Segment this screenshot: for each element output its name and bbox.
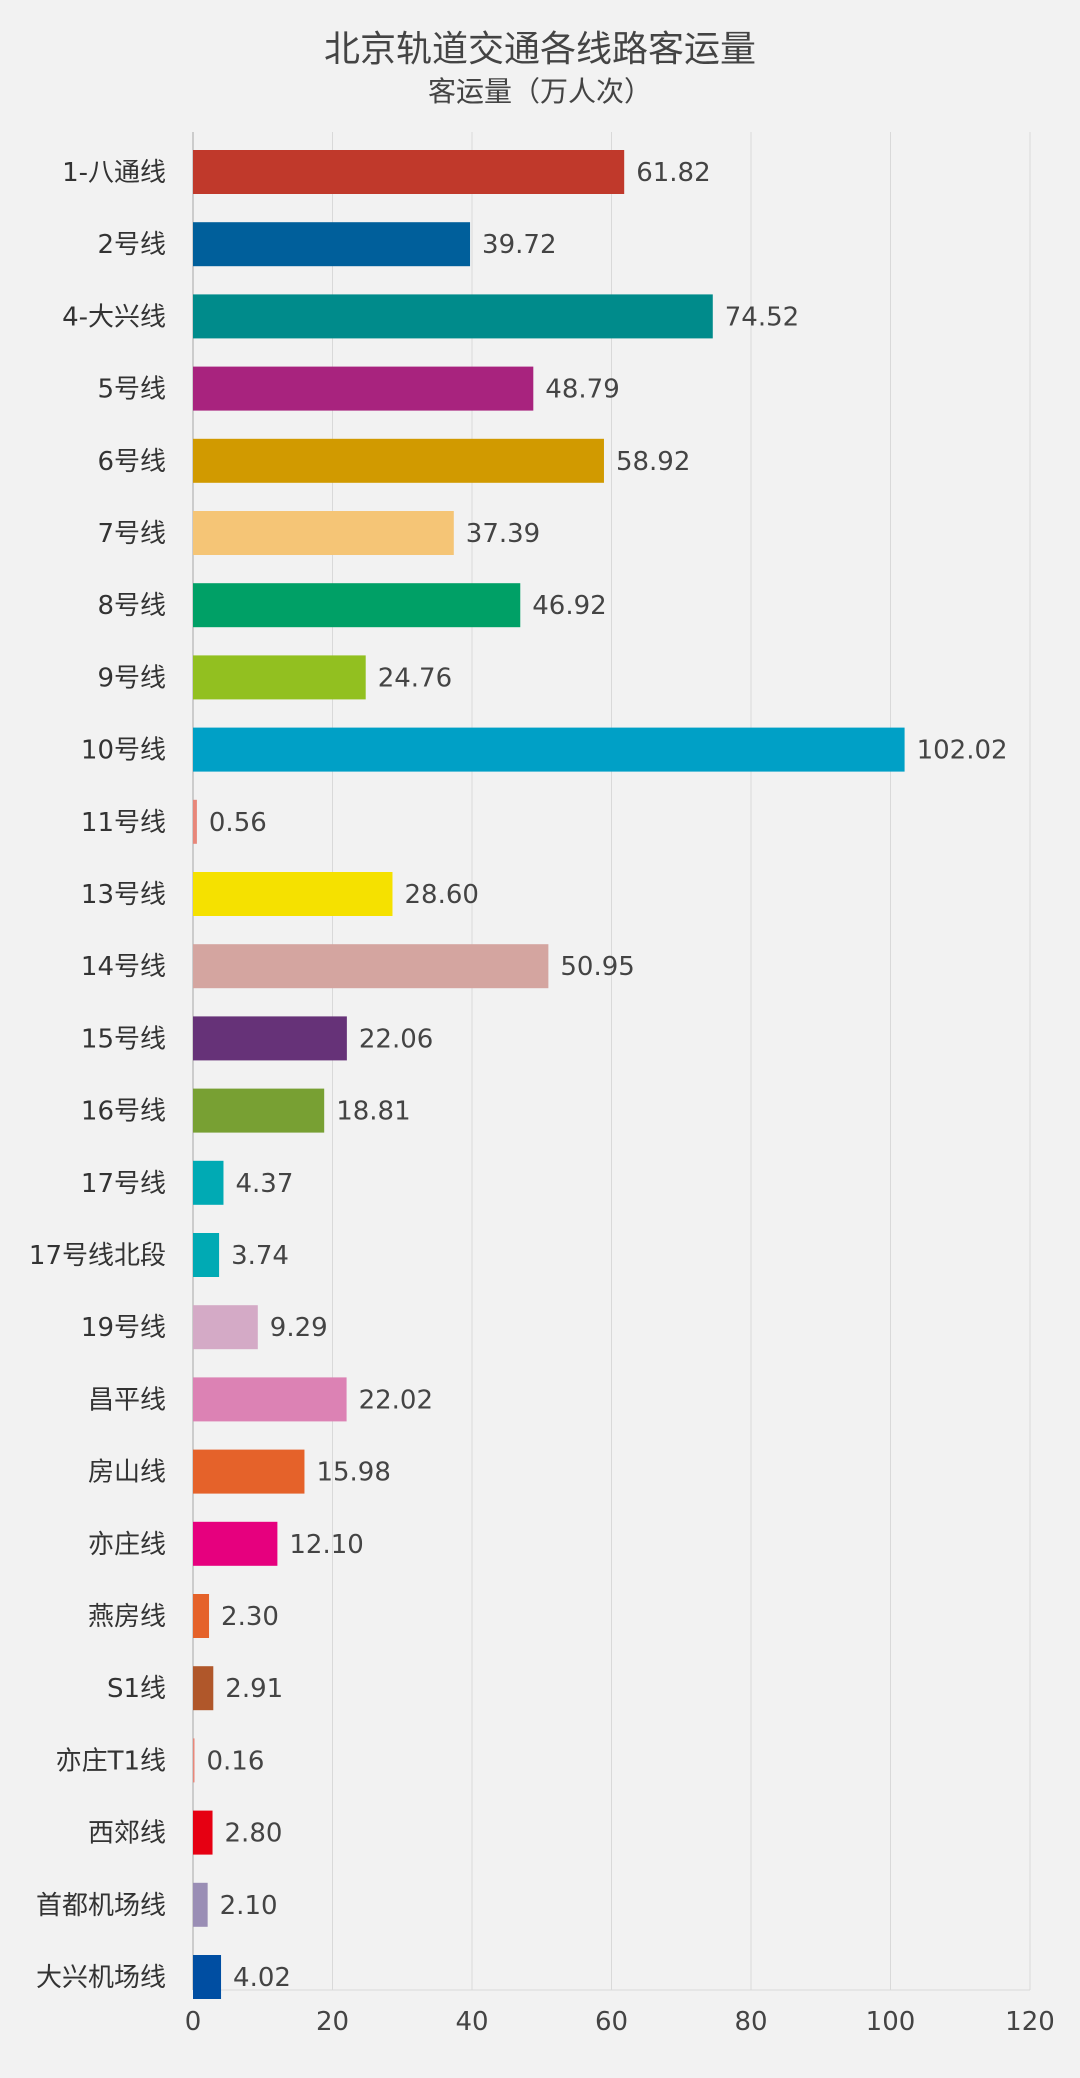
data-label: 74.52 — [725, 302, 799, 332]
bar — [193, 1016, 347, 1061]
bar — [193, 727, 905, 772]
bar — [193, 1377, 347, 1422]
category-label: 17号线 — [81, 1169, 166, 1199]
x-tick-label: 80 — [734, 2007, 767, 2037]
chart-subtitle: 客运量（万人次） — [427, 75, 652, 108]
category-label: 7号线 — [97, 519, 166, 549]
category-label: 8号线 — [97, 591, 166, 621]
data-label: 48.79 — [545, 375, 619, 405]
chart-title: 北京轨道交通各线路客运量 — [323, 29, 756, 70]
bar — [193, 1882, 208, 1927]
data-label: 2.91 — [225, 1674, 283, 1704]
bar — [193, 1233, 220, 1277]
data-label: 4.37 — [235, 1169, 293, 1199]
category-label: 9号线 — [97, 663, 166, 693]
data-label: 102.02 — [917, 736, 1008, 766]
bar — [193, 1160, 224, 1205]
bar — [193, 438, 604, 483]
data-label: 2.30 — [221, 1602, 279, 1632]
category-label: 2号线 — [97, 230, 166, 260]
data-label: 61.82 — [636, 158, 710, 188]
data-label: 28.60 — [404, 880, 478, 910]
data-label: 3.74 — [231, 1241, 289, 1271]
data-label: 37.39 — [466, 519, 540, 549]
bar — [193, 294, 713, 339]
data-label: 2.10 — [220, 1891, 278, 1921]
category-label: 14号线 — [81, 952, 166, 982]
x-tick-label: 0 — [185, 2007, 202, 2037]
bar — [193, 150, 625, 194]
bar — [193, 511, 454, 555]
bar — [193, 1521, 278, 1566]
data-label: 9.29 — [270, 1313, 328, 1343]
x-tick-label: 20 — [316, 2007, 349, 2037]
bar — [193, 1088, 325, 1133]
data-label: 39.72 — [482, 230, 556, 260]
category-label: S1线 — [107, 1674, 166, 1704]
category-label: 17号线北段 — [29, 1241, 166, 1271]
category-label: 13号线 — [81, 880, 166, 910]
bar — [193, 366, 534, 411]
data-label: 24.76 — [378, 663, 452, 693]
data-label: 58.92 — [616, 447, 690, 477]
data-label: 0.16 — [207, 1746, 265, 1776]
category-label: 燕房线 — [88, 1602, 166, 1632]
data-label: 46.92 — [532, 591, 606, 621]
category-label: 11号线 — [81, 808, 166, 838]
category-label: 大兴机场线 — [36, 1963, 166, 1993]
category-label: 10号线 — [81, 736, 166, 766]
data-label: 22.06 — [359, 1024, 433, 1054]
category-label: 15号线 — [81, 1024, 166, 1054]
bar — [193, 222, 471, 267]
category-label: 1-八通线 — [62, 158, 166, 188]
category-label: 19号线 — [81, 1313, 166, 1343]
x-tick-label: 120 — [1005, 2007, 1055, 2037]
x-tick-label: 40 — [455, 2007, 488, 2037]
data-label: 15.98 — [316, 1458, 390, 1488]
category-label: 西郊线 — [88, 1819, 166, 1849]
bar — [193, 1305, 258, 1350]
data-label: 2.80 — [225, 1819, 283, 1849]
data-label: 4.02 — [233, 1963, 291, 1993]
bar — [193, 1738, 195, 1783]
category-label: 亦庄线 — [88, 1530, 166, 1560]
x-tick-label: 100 — [866, 2007, 916, 2037]
bar — [193, 1594, 210, 1638]
data-label: 18.81 — [336, 1097, 410, 1127]
bar — [193, 583, 521, 628]
category-label: 5号线 — [97, 375, 166, 405]
bar — [193, 1449, 305, 1494]
category-label: 亦庄T1线 — [56, 1746, 166, 1776]
bar — [193, 655, 366, 700]
data-label: 50.95 — [560, 952, 634, 982]
data-label: 12.10 — [289, 1530, 363, 1560]
bar — [193, 872, 393, 916]
category-label: 房山线 — [88, 1458, 166, 1488]
bar — [193, 944, 549, 989]
category-label: 昌平线 — [88, 1385, 166, 1415]
bar — [193, 1810, 213, 1855]
bar — [193, 799, 197, 844]
category-label: 6号线 — [97, 447, 166, 477]
category-label: 首都机场线 — [36, 1891, 166, 1921]
x-tick-label: 60 — [595, 2007, 628, 2037]
category-label: 16号线 — [81, 1097, 166, 1127]
bar — [193, 1666, 214, 1711]
data-label: 22.02 — [359, 1385, 433, 1415]
bar — [193, 1955, 222, 1999]
data-label: 0.56 — [209, 808, 267, 838]
category-label: 4-大兴线 — [62, 302, 166, 332]
